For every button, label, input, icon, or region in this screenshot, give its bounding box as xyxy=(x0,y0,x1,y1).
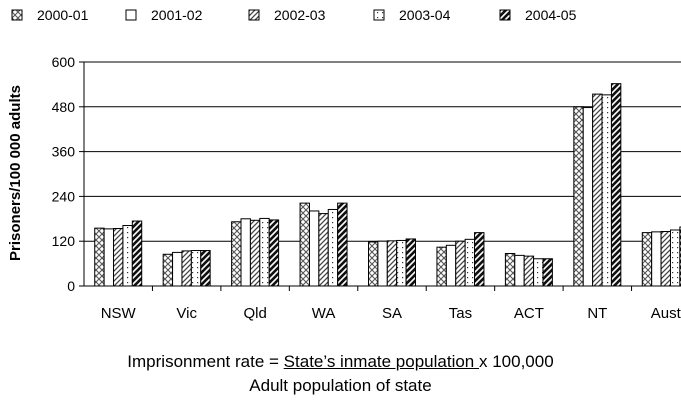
bar-nt-2003-04 xyxy=(601,94,612,287)
bar-act-2002-03 xyxy=(523,255,535,287)
legend-swatch xyxy=(125,9,137,21)
bar-vic-2003-04 xyxy=(190,250,202,287)
formula-numerator: State’s inmate population xyxy=(283,352,479,371)
bar-aust-2001-02 xyxy=(651,231,662,287)
legend-swatch xyxy=(373,9,385,21)
bar-nsw-2004-05 xyxy=(131,220,143,287)
bar-nsw-2002-03 xyxy=(113,228,124,287)
bar-aust-2002-03 xyxy=(660,230,671,287)
bar-tas-2004-05 xyxy=(474,232,485,287)
bar-nsw-2003-04 xyxy=(122,225,133,287)
bar-sa-2000-01 xyxy=(368,241,379,287)
bar-vic-2001-02 xyxy=(172,251,183,287)
bar-act-2003-04 xyxy=(533,258,544,287)
bar-qld-2004-05 xyxy=(268,219,280,287)
y-tick-label: 240 xyxy=(52,188,76,204)
legend-label: 2002-03 xyxy=(274,7,326,23)
x-tick-label: NSW xyxy=(101,305,137,322)
bar-qld-2000-01 xyxy=(231,221,242,287)
bar-qld-2002-03 xyxy=(249,219,261,287)
legend-label: 2000-01 xyxy=(37,7,89,23)
y-tick-label: 600 xyxy=(52,54,76,70)
bar-tas-2001-02 xyxy=(445,244,457,287)
bar-nt-2004-05 xyxy=(610,83,622,287)
y-tick-label: 360 xyxy=(52,144,76,160)
y-tick-label: 120 xyxy=(52,233,76,249)
bar-vic-2002-03 xyxy=(181,250,192,287)
bar-wa-2003-04 xyxy=(327,208,339,287)
formula-line-2: Adult population of state xyxy=(0,376,681,396)
legend-swatch xyxy=(248,9,260,21)
bar-vic-2004-05 xyxy=(200,250,211,287)
x-tick-label: Vic xyxy=(176,305,197,322)
bar-wa-2001-02 xyxy=(308,210,320,287)
bar-nt-2002-03 xyxy=(592,93,603,287)
legend: 2000-01 2001-02 2002-03 2003-04 2004-05 xyxy=(11,7,577,23)
bar-nt-2000-01 xyxy=(573,106,584,287)
legend-label: 2001-02 xyxy=(151,7,203,23)
bar-nt-2001-02 xyxy=(582,107,594,287)
y-tick-label: 480 xyxy=(52,99,76,115)
formula-suffix: x 100,000 xyxy=(479,352,554,371)
bars xyxy=(94,83,681,287)
bar-tas-2002-03 xyxy=(455,240,466,287)
formula-denominator: Adult population of state xyxy=(249,376,432,395)
bar-wa-2002-03 xyxy=(318,213,329,287)
x-tick-label: WA xyxy=(312,305,336,322)
formula-line-1: Imprisonment rate = State’s inmate popul… xyxy=(0,352,681,372)
bar-nsw-2001-02 xyxy=(103,228,115,287)
x-tick-label: Tas xyxy=(449,305,472,322)
legend-swatch xyxy=(499,9,511,21)
bar-sa-2003-04 xyxy=(396,239,407,287)
bar-qld-2003-04 xyxy=(259,217,270,287)
x-tick-label: SA xyxy=(382,305,402,322)
y-axis-label: Prisoners/100 000 adults xyxy=(7,85,24,261)
bar-nsw-2000-01 xyxy=(94,227,105,287)
bar-act-2001-02 xyxy=(514,254,525,287)
bar-aust-2004-05 xyxy=(679,226,681,287)
x-tick-label: Aust xyxy=(651,305,681,322)
legend-label: 2004-05 xyxy=(525,7,577,23)
y-tick-labels: 0 120 240 360 480 600 xyxy=(52,54,76,294)
bar-qld-2001-02 xyxy=(240,218,251,287)
bar-act-2004-05 xyxy=(542,258,553,287)
x-tick-label: NT xyxy=(587,305,607,322)
bar-tas-2003-04 xyxy=(464,238,476,287)
x-tick-label: ACT xyxy=(514,305,544,322)
y-tick-label: 0 xyxy=(67,278,75,294)
bar-sa-2004-05 xyxy=(405,238,417,287)
bar-aust-2003-04 xyxy=(669,229,681,287)
bar-wa-2004-05 xyxy=(337,202,348,287)
bar-wa-2000-01 xyxy=(299,202,310,287)
bar-act-2000-01 xyxy=(504,253,516,287)
bar-sa-2002-03 xyxy=(386,240,398,287)
axes xyxy=(83,62,681,287)
bar-sa-2001-02 xyxy=(377,240,388,287)
bar-aust-2000-01 xyxy=(641,232,653,287)
x-tick-labels: NSW Vic Qld WA SA Tas ACT NT Aust xyxy=(101,286,681,322)
bar-vic-2000-01 xyxy=(162,253,174,287)
formula-prefix: Imprisonment rate = xyxy=(127,352,284,371)
legend-swatch xyxy=(11,9,23,21)
legend-label: 2003-04 xyxy=(399,7,451,23)
x-tick-label: Qld xyxy=(243,305,266,322)
bar-tas-2000-01 xyxy=(436,246,447,287)
